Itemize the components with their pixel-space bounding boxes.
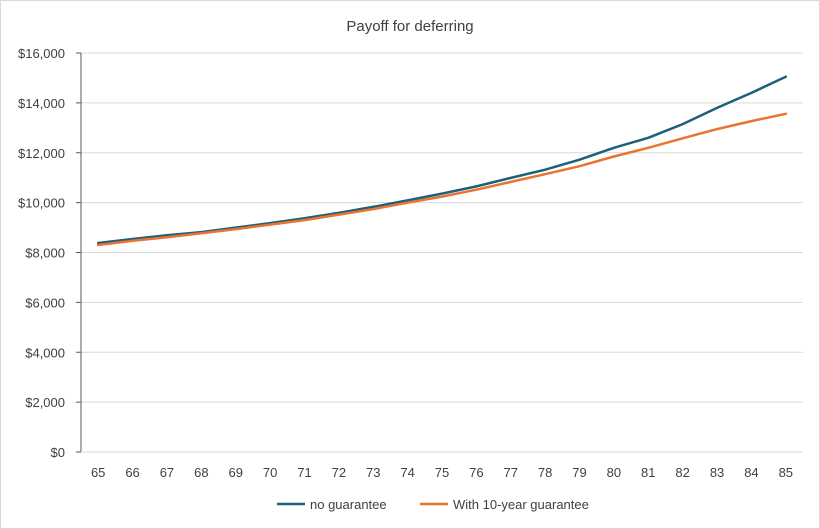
y-tick-label: $2,000 bbox=[25, 395, 65, 410]
x-tick-label: 77 bbox=[504, 465, 518, 480]
x-tick-label: 81 bbox=[641, 465, 655, 480]
y-tick-label: $4,000 bbox=[25, 345, 65, 360]
x-tick-label: 80 bbox=[607, 465, 621, 480]
x-tick-label: 68 bbox=[194, 465, 208, 480]
chart-title: Payoff for deferring bbox=[346, 18, 473, 35]
x-tick-label: 84 bbox=[744, 465, 758, 480]
gridlines bbox=[81, 52, 803, 403]
x-tick-label: 67 bbox=[160, 465, 174, 480]
x-tick-label: 73 bbox=[366, 465, 380, 480]
x-tick-label: 79 bbox=[572, 465, 586, 480]
y-tick-label: $16,000 bbox=[18, 46, 65, 61]
x-tick-label: 83 bbox=[710, 465, 724, 480]
series-lines bbox=[96, 75, 788, 247]
axes: $0 $2,000 $4,000 $6,000 $8,000 $10,000 $12,000… bbox=[18, 46, 803, 480]
y-tick-label: $12,000 bbox=[18, 146, 65, 161]
y-tick-label: $10,000 bbox=[18, 196, 65, 211]
x-tick-label: 75 bbox=[435, 465, 449, 480]
x-tick-label: 69 bbox=[228, 465, 242, 480]
legend: no guarantee With 10-year guarantee bbox=[277, 497, 589, 512]
legend-label: With 10-year guarantee bbox=[453, 497, 589, 512]
x-tick-label: 70 bbox=[263, 465, 277, 480]
x-tick-label: 72 bbox=[332, 465, 346, 480]
x-tick-label: 78 bbox=[538, 465, 552, 480]
y-tick-label: $14,000 bbox=[18, 96, 65, 111]
x-tick-label: 65 bbox=[91, 465, 105, 480]
y-tick-label: $8,000 bbox=[25, 246, 65, 261]
series-line-1 bbox=[96, 75, 788, 245]
x-tick-label: 74 bbox=[400, 465, 414, 480]
y-tick-label: $6,000 bbox=[25, 295, 65, 310]
x-tick-label: 82 bbox=[675, 465, 689, 480]
legend-label: no guarantee bbox=[310, 497, 387, 512]
x-tick-label: 71 bbox=[297, 465, 311, 480]
x-tick-label: 66 bbox=[125, 465, 139, 480]
y-tick-label: $0 bbox=[51, 445, 65, 460]
series-line-2 bbox=[96, 112, 788, 247]
x-tick-label: 85 bbox=[779, 465, 793, 480]
x-tick-label: 76 bbox=[469, 465, 483, 480]
